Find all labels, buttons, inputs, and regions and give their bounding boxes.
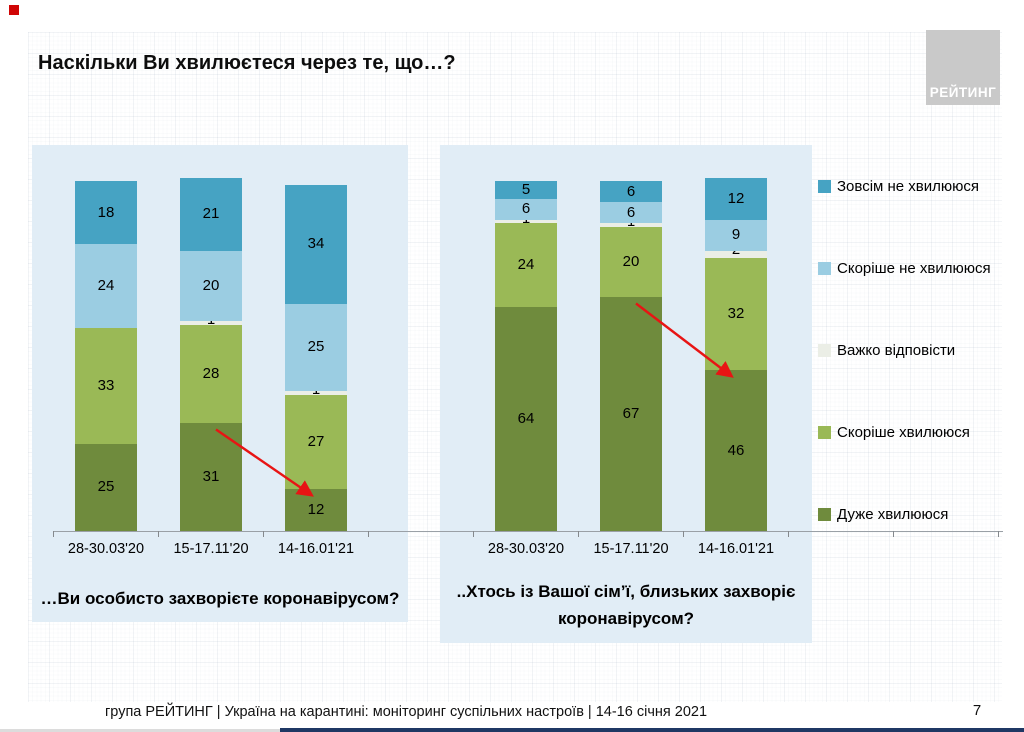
bottom-bar-gray: [0, 729, 280, 732]
bar-segment: [705, 370, 767, 531]
rating-logo-text: РЕЙТИНГ: [929, 85, 997, 100]
x-axis-tick: [683, 531, 684, 537]
legend-swatch: [818, 180, 831, 193]
bar-segment: [495, 181, 557, 199]
category-label: 14-16.01'21: [697, 541, 775, 557]
bar-segment: [600, 226, 662, 297]
x-axis-tick: [893, 531, 894, 537]
left-chart-caption: …Ви особисто захворієте коронавірусом?: [40, 589, 400, 608]
category-label: 15-17.11'20: [173, 541, 249, 557]
legend-label: Зовсім не хвилююся: [837, 178, 980, 195]
bar-segment: [705, 177, 767, 220]
category-label: 28-30.03'20: [487, 541, 565, 557]
value-label: 27: [307, 432, 325, 450]
bar-segment: [75, 244, 137, 328]
value-label: 20: [202, 277, 220, 294]
value-label: 31: [202, 467, 220, 485]
bar-segment: [75, 181, 137, 244]
value-label: 9: [731, 226, 741, 244]
value-label: 12: [727, 189, 745, 207]
legend-label: Важко відповісти: [837, 342, 956, 359]
page-title: Наскільки Ви хвилюєтеся через те, що…?: [38, 52, 456, 74]
legend-label: Скоріше хвилююся: [837, 424, 970, 441]
bar-segment: [495, 223, 557, 307]
value-label: 6: [521, 200, 531, 217]
legend-swatch: [818, 344, 831, 357]
bar-segment: [285, 489, 347, 531]
value-label: 34: [307, 235, 325, 252]
value-label: 46: [727, 441, 745, 459]
category-label: 15-17.11'20: [593, 541, 669, 557]
legend-label: Дуже хвилююся: [837, 506, 949, 523]
x-axis-tick: [788, 531, 789, 537]
value-label: 32: [727, 305, 745, 322]
bar-segment: [705, 219, 767, 251]
value-label: 12: [307, 501, 325, 518]
value-label: 25: [97, 478, 115, 496]
legend-label: Скоріше не хвилююся: [837, 260, 991, 277]
value-label: 33: [97, 376, 115, 394]
x-axis-tick: [473, 531, 474, 537]
bar-segment: [180, 321, 242, 325]
bar-segment: [705, 251, 767, 258]
bar-segment: [600, 202, 662, 223]
value-label: 67: [622, 404, 640, 422]
bar-segment: [75, 443, 137, 531]
category-label: 28-30.03'20: [67, 541, 145, 557]
bar-segment: [75, 328, 137, 444]
category-label: 14-16.01'21: [277, 541, 355, 557]
right-chart-caption: ..Хтось із Вашої сім’ї, близьких захворі…: [456, 582, 796, 628]
value-label: 25: [307, 338, 325, 356]
red-corner-marker: [9, 5, 19, 15]
bar-segment: [285, 391, 347, 395]
legend-swatch: [818, 262, 831, 275]
footer-source-text: група РЕЙТИНГ | Україна на карантині: мо…: [105, 704, 708, 720]
bar-segment: [285, 303, 347, 391]
bar-segment: [600, 181, 662, 202]
bar-segment: [180, 324, 242, 423]
bar-segment: [495, 219, 557, 223]
x-axis-tick: [158, 531, 159, 537]
value-label: 6: [626, 182, 636, 200]
bar-segment: [600, 223, 662, 227]
bar-segment: [180, 177, 242, 251]
rating-logo: РЕЙТИНГ: [926, 30, 1000, 105]
value-label: 21: [202, 205, 220, 223]
value-label: 28: [202, 364, 220, 382]
x-axis-tick: [53, 531, 54, 537]
bottom-bar-navy: [280, 728, 1024, 732]
value-label: 5: [521, 180, 531, 198]
x-axis-tick: [368, 531, 369, 537]
page-number: 7: [972, 702, 982, 719]
value-label: 18: [97, 203, 115, 221]
x-axis-tick: [263, 531, 264, 537]
x-axis-line: [53, 531, 1003, 532]
bar-segment: [495, 198, 557, 220]
bar-segment: [495, 307, 557, 531]
x-axis-tick: [578, 531, 579, 537]
legend-swatch: [818, 426, 831, 439]
value-label: 6: [626, 203, 636, 221]
bar-segment: [180, 251, 242, 321]
x-axis-tick: [998, 531, 999, 537]
value-label: 64: [517, 410, 535, 427]
value-label: 20: [622, 252, 640, 270]
value-label: 24: [97, 277, 115, 294]
value-label: 24: [517, 256, 535, 273]
bar-segment: [285, 184, 347, 304]
legend-swatch: [818, 508, 831, 521]
